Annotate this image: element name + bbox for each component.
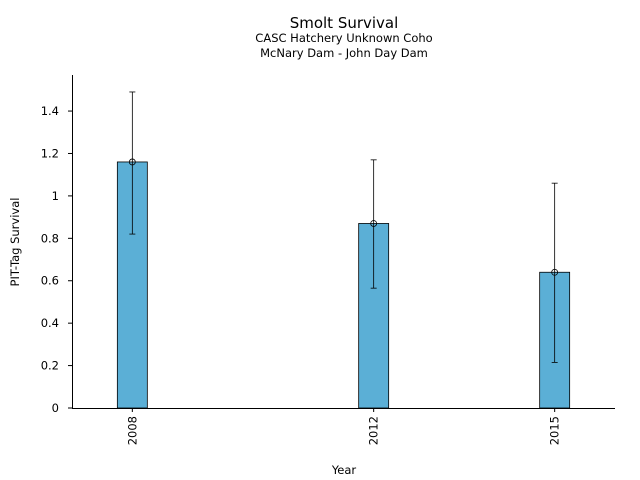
y-tick-label-3: 0.6 — [41, 274, 59, 288]
x-axis-label: Year — [331, 463, 357, 477]
y-tick-label-5: 1 — [52, 189, 59, 203]
x-ticks: 2008 2012 2015 — [125, 408, 562, 445]
chart-subtitle-line-1: CASC Hatchery Unknown Coho — [255, 31, 432, 45]
point-marker-2015 — [551, 268, 559, 276]
y-tick-label-7: 1.4 — [41, 104, 59, 118]
y-tick-label-1: 0.2 — [41, 359, 59, 373]
y-tick-label-2: 0.4 — [41, 316, 59, 330]
y-axis-label: PIT-Tag Survival — [8, 198, 22, 287]
y-tick-label-6: 1.2 — [41, 146, 59, 160]
point-marker-2012 — [370, 220, 378, 227]
bars-layer — [116, 161, 571, 409]
x-tick-label-2015: 2015 — [548, 416, 562, 445]
x-tick-label-2008: 2008 — [125, 416, 139, 445]
errorbars-layer — [128, 91, 559, 363]
chart-subtitle-line-2: McNary Dam - John Day Dam — [260, 46, 428, 60]
x-tick-label-2012: 2012 — [367, 416, 381, 445]
y-ticks: 0 0.2 0.4 0.6 0.8 1 1.2 1.4 — [41, 104, 72, 415]
y-tick-label-0: 0 — [52, 401, 59, 415]
y-tick-label-4: 0.8 — [41, 231, 59, 245]
point-marker-2008 — [128, 158, 136, 166]
chart-title: Smolt Survival — [290, 14, 399, 32]
